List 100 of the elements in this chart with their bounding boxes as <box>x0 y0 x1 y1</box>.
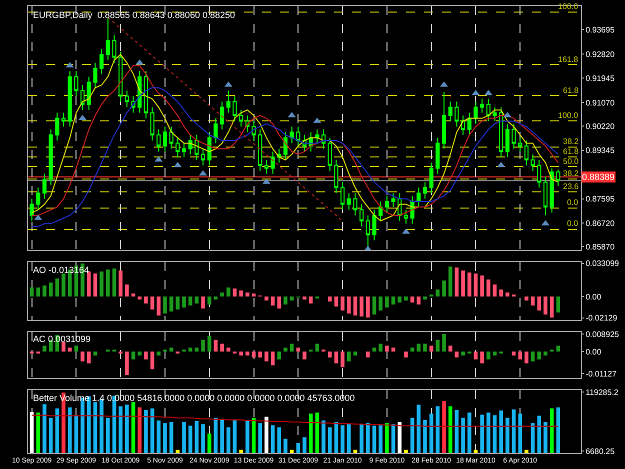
bar <box>480 276 484 296</box>
candlestick <box>436 137 440 174</box>
annotation: 50.0 <box>563 157 580 166</box>
bar <box>454 268 459 296</box>
bar <box>150 296 154 310</box>
candlestick <box>226 90 230 114</box>
candlestick <box>290 126 294 144</box>
bar <box>423 344 427 352</box>
candlestick <box>74 70 78 97</box>
bar <box>246 352 250 356</box>
bar <box>62 342 66 352</box>
bar <box>448 266 452 296</box>
bar <box>284 296 288 304</box>
y-tick-label: 0.00 <box>586 292 602 302</box>
candlestick <box>80 84 85 110</box>
annotation: 0.0 <box>567 219 579 228</box>
bar <box>537 296 542 310</box>
bar <box>492 284 497 296</box>
candlestick <box>499 106 504 158</box>
bar <box>258 352 262 358</box>
bar <box>474 352 478 360</box>
y-tick-label: 0.92820 <box>586 50 616 59</box>
bar <box>366 296 370 318</box>
bar <box>416 296 421 304</box>
point <box>136 59 144 65</box>
y-tick-label: 0.91945 <box>586 74 616 84</box>
bar <box>239 290 243 296</box>
bar <box>328 352 332 358</box>
bar <box>194 348 199 352</box>
bar <box>220 344 224 352</box>
y-tick-label: 0.008925 <box>586 330 620 339</box>
annotation: 61.8 <box>563 147 580 156</box>
y-tick-label: 0.00 <box>586 347 602 356</box>
bar <box>530 352 535 362</box>
bar <box>416 344 421 352</box>
bar <box>156 352 161 356</box>
candlestick <box>48 128 53 186</box>
candlestick <box>283 132 288 160</box>
bar <box>398 296 402 302</box>
candlestick <box>480 98 484 114</box>
candlestick <box>556 169 560 186</box>
candlestick <box>61 112 66 128</box>
candlestick <box>328 137 332 172</box>
candlestick <box>214 118 218 144</box>
y-tick-label: 0.89345 <box>586 146 616 156</box>
candlestick <box>492 106 497 122</box>
bar <box>80 352 84 362</box>
candlestick <box>200 148 206 166</box>
bar <box>214 340 218 352</box>
bar <box>492 352 497 356</box>
bar <box>169 348 174 352</box>
candlestick <box>460 115 466 136</box>
bar <box>556 296 560 312</box>
bar <box>201 296 205 308</box>
bar <box>315 344 320 352</box>
bar <box>436 290 440 296</box>
y-tick-label: 0.90220 <box>586 122 616 131</box>
bar <box>36 288 40 296</box>
point <box>497 162 506 168</box>
bar <box>334 296 338 306</box>
candlestick <box>486 98 490 122</box>
candlestick <box>30 198 34 222</box>
bar <box>176 296 180 310</box>
candlestick <box>232 96 237 122</box>
bar <box>423 296 427 300</box>
bar <box>442 334 446 352</box>
bar <box>150 352 154 370</box>
bar <box>264 296 268 300</box>
bar <box>334 352 338 364</box>
candlestick <box>150 106 154 141</box>
bar <box>340 352 344 368</box>
bar <box>270 296 275 306</box>
bar <box>410 348 414 352</box>
bar <box>467 272 472 296</box>
bar <box>112 268 116 296</box>
bar <box>226 348 230 352</box>
bar <box>62 274 66 296</box>
bar <box>410 296 414 302</box>
bar <box>277 352 282 360</box>
candlestick <box>530 154 535 172</box>
bar <box>214 296 218 300</box>
bar <box>346 352 351 362</box>
bar <box>486 352 490 360</box>
y-tick-label: 0.033099 <box>586 259 620 268</box>
bar <box>138 296 142 300</box>
bar <box>239 352 243 356</box>
bar <box>42 286 46 296</box>
candlestick <box>220 101 224 130</box>
bar <box>131 294 136 296</box>
bar <box>226 288 230 296</box>
bar <box>372 296 376 314</box>
bar <box>100 272 104 296</box>
bar <box>391 296 396 304</box>
candlestick <box>384 195 389 214</box>
bar <box>308 296 313 304</box>
bar <box>30 288 34 296</box>
bar <box>48 282 53 296</box>
annotation: 0.0 <box>567 198 579 207</box>
candlestick <box>378 200 383 222</box>
bar <box>530 296 535 306</box>
